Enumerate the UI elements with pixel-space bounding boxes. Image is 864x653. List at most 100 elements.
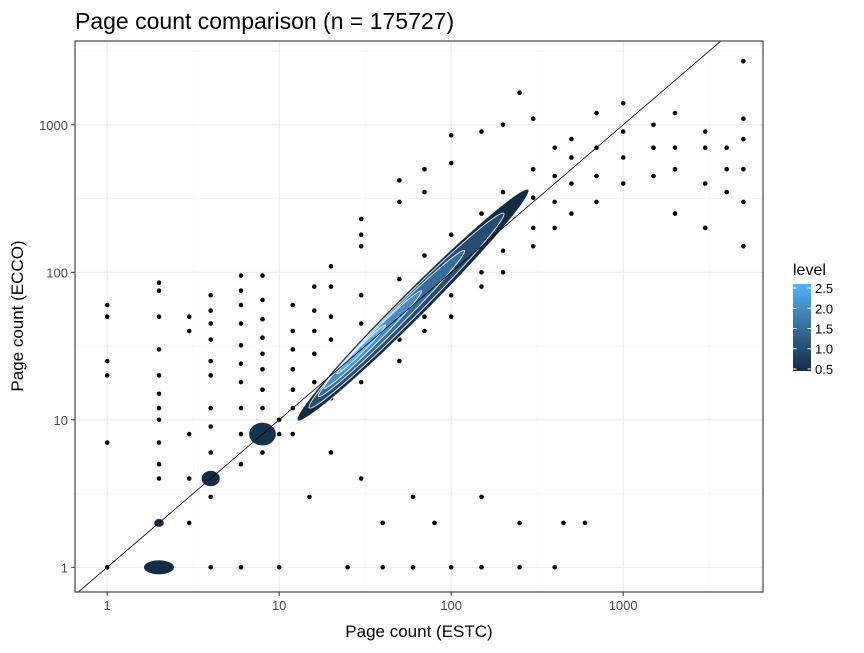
data-point — [156, 440, 162, 445]
data-point — [156, 391, 162, 397]
data-point — [328, 263, 334, 269]
data-point — [208, 494, 213, 500]
data-point — [290, 347, 296, 352]
data-point — [500, 189, 506, 195]
data-point — [328, 314, 334, 320]
data-point — [479, 284, 484, 289]
y-tick-label: 1000 — [39, 118, 68, 133]
data-point — [397, 178, 402, 183]
data-point — [238, 343, 244, 348]
data-point — [238, 302, 244, 308]
data-point — [594, 173, 599, 179]
data-point — [238, 565, 244, 570]
data-point — [552, 145, 557, 150]
data-point — [561, 520, 566, 526]
data-point — [517, 565, 522, 570]
data-point — [156, 417, 162, 423]
data-point — [380, 565, 386, 570]
data-point — [380, 520, 386, 526]
data-point — [741, 244, 746, 249]
data-point — [312, 379, 317, 385]
data-point — [358, 292, 364, 298]
x-tick-label: 1000 — [609, 598, 638, 613]
data-point — [530, 244, 536, 249]
data-point — [208, 292, 213, 298]
data-point — [500, 248, 506, 254]
legend-label: 2.5 — [815, 281, 833, 296]
data-point — [569, 181, 574, 186]
data-point — [290, 431, 296, 437]
data-point — [156, 405, 162, 411]
data-point — [741, 136, 746, 142]
data-point — [238, 361, 244, 367]
data-point — [422, 166, 427, 172]
data-point — [724, 166, 729, 172]
data-point — [569, 211, 574, 216]
data-point — [156, 373, 162, 378]
data-point — [448, 292, 454, 298]
data-point — [238, 379, 244, 385]
data-point — [358, 379, 364, 385]
data-point — [672, 145, 678, 150]
data-point — [238, 273, 244, 278]
data-point — [104, 358, 110, 364]
data-point — [741, 116, 746, 121]
data-point — [186, 431, 192, 437]
data-point — [260, 387, 265, 393]
data-point — [358, 321, 364, 326]
density-contour — [143, 559, 175, 576]
data-point — [290, 367, 296, 372]
data-point — [238, 288, 244, 294]
data-point — [479, 565, 484, 570]
data-point — [156, 314, 162, 320]
data-point — [552, 225, 557, 231]
data-point — [702, 129, 708, 134]
data-point — [448, 160, 454, 166]
data-point — [186, 314, 192, 320]
data-point — [358, 476, 364, 481]
data-point — [569, 136, 574, 142]
data-point — [702, 225, 708, 231]
reference-line-y-equals-x — [77, 41, 722, 592]
data-point — [741, 166, 746, 172]
x-tick-label: 1 — [104, 598, 111, 613]
data-point — [260, 335, 265, 341]
data-point — [582, 520, 588, 526]
data-point — [620, 129, 626, 134]
legend: level 2.5 2.0 1.5 1.0 0.5 — [793, 262, 833, 377]
data-point — [479, 129, 484, 134]
data-point — [672, 166, 678, 172]
data-point — [397, 358, 402, 364]
data-point — [422, 253, 427, 258]
data-point — [422, 314, 427, 320]
data-point — [500, 270, 506, 275]
data-point — [552, 199, 557, 205]
y-axis: 1 10 100 1000 — [39, 118, 75, 575]
data-point — [156, 476, 162, 481]
data-point — [479, 494, 484, 500]
data-point — [594, 199, 599, 205]
data-point — [448, 565, 454, 570]
data-point — [702, 181, 708, 186]
data-point — [432, 520, 437, 526]
data-point — [410, 494, 416, 500]
data-point — [410, 565, 416, 570]
data-point — [448, 314, 454, 320]
data-point — [651, 122, 656, 128]
legend-label: 1.5 — [815, 322, 833, 337]
data-point — [260, 317, 265, 322]
data-point — [186, 476, 192, 481]
legend-colorbar — [793, 284, 811, 371]
data-point — [156, 347, 162, 352]
data-point — [672, 211, 678, 216]
data-point — [104, 440, 110, 445]
data-point — [238, 321, 244, 326]
data-point — [358, 232, 364, 237]
data-point — [208, 424, 213, 429]
y-tick-label: 100 — [46, 265, 68, 280]
data-point — [552, 173, 557, 179]
legend-label: 0.5 — [815, 362, 833, 377]
data-point — [651, 145, 656, 150]
data-point — [312, 351, 317, 357]
